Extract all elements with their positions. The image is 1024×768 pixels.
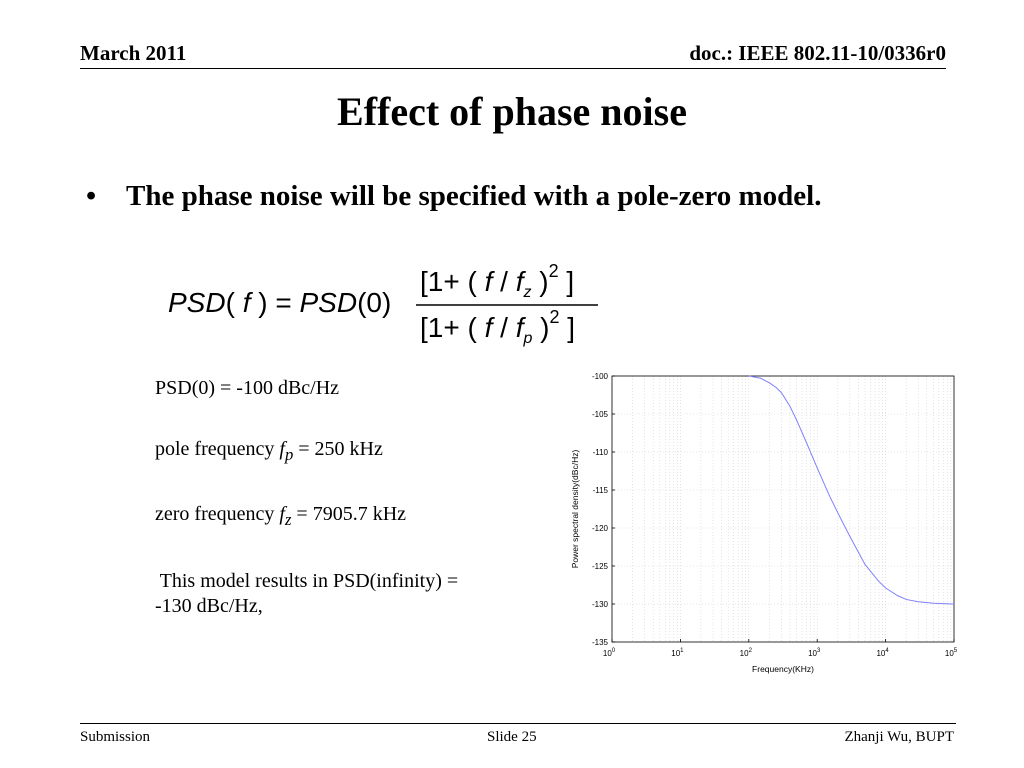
bullet-text: The phase noise will be specified with a… [126,180,822,212]
svg-text:[1+ ( f / fz )2 ]: [1+ ( f / fz )2 ] [420,261,574,301]
x-tick-label: 104 [876,648,889,658]
plot-frame [611,375,955,643]
footer-slide-number: Slide 25 [487,729,537,745]
y-tick-label: -120 [592,524,609,533]
footer-divider [80,723,956,724]
y-tick-label: -100 [592,372,609,381]
y-axis-label: Power spectral density(dBc/Hz) [570,450,580,569]
x-tick-label: 101 [671,648,684,658]
parameter-list: PSD(0) = -100 dBc/Hz pole frequency fp =… [155,376,555,619]
footer-author: Zhanji Wu, BUPT [844,729,954,745]
pole-frequency-text: pole frequency fp = 250 kHz [155,438,383,464]
slide-title: Effect of phase noise [337,89,687,134]
svg-text:[1+ ( f / fp )2 ]: [1+ ( f / fp )2 ] [420,307,575,347]
note-line-2: -130 dBc/Hz, [155,594,263,617]
y-tick-label: -125 [592,562,609,571]
footer-submission: Submission [80,729,151,745]
y-tick-label: -130 [592,600,609,609]
y-tick-label: -115 [593,486,609,495]
psd-formula: PSD( f ) = PSD(0) [1+ ( f / fz )2 ] [1+ … [168,261,598,347]
bullet-marker: • [86,180,97,212]
y-tick-label: -110 [593,448,609,457]
y-tick-label: -105 [592,410,609,419]
zero-frequency-text: zero frequency fz = 7905.7 kHz [155,502,407,529]
psd0-text: PSD(0) = -100 dBc/Hz [155,377,340,399]
header-divider [80,68,946,69]
note-line-1: This model results in PSD(infinity) = [155,569,459,592]
x-tick-label: 102 [740,648,753,658]
x-tick-label: 103 [808,648,821,658]
header-doc-id: doc.: IEEE 802.11-10/0336r0 [689,41,946,65]
header-date: March 2011 [80,41,187,65]
x-tick-label: 105 [945,648,958,658]
svg-text:PSD( f ) = PSD(0): PSD( f ) = PSD(0) [168,287,391,318]
x-tick-label: 100 [603,648,616,658]
x-axis-label: Frequency(KHz) [752,664,814,674]
y-tick-label: -135 [592,638,609,647]
psd-series-line [748,375,955,605]
